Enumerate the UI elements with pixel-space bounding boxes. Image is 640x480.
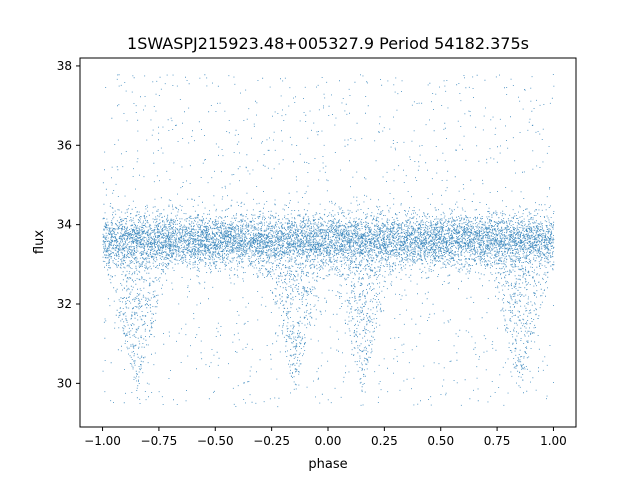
y-tick-label: 36 bbox=[57, 138, 72, 152]
x-tick-label: −0.75 bbox=[141, 434, 178, 448]
x-tick-label: 1.00 bbox=[540, 434, 567, 448]
x-tick-label: −0.25 bbox=[253, 434, 290, 448]
x-axis-label: phase bbox=[308, 457, 347, 472]
chart-title: 1SWASPJ215923.48+005327.9 Period 54182.3… bbox=[127, 34, 529, 53]
x-tick-label: −1.00 bbox=[84, 434, 121, 448]
y-axis-ticks: 30 32 34 36 38 bbox=[57, 59, 80, 390]
x-tick-label: 0.00 bbox=[315, 434, 342, 448]
y-tick-label: 30 bbox=[57, 376, 72, 390]
y-tick-label: 34 bbox=[57, 218, 72, 232]
x-tick-label: −0.50 bbox=[197, 434, 234, 448]
y-tick-label: 32 bbox=[57, 297, 72, 311]
y-axis-label: flux bbox=[32, 230, 47, 254]
x-tick-label: 0.75 bbox=[484, 434, 511, 448]
x-tick-label: 0.50 bbox=[427, 434, 454, 448]
x-tick-label: 0.25 bbox=[371, 434, 398, 448]
x-axis-ticks: −1.00 −0.75 −0.50 −0.25 0.00 0.25 0.50 0.75 1.00 bbox=[84, 427, 567, 448]
y-tick-label: 38 bbox=[57, 59, 72, 73]
